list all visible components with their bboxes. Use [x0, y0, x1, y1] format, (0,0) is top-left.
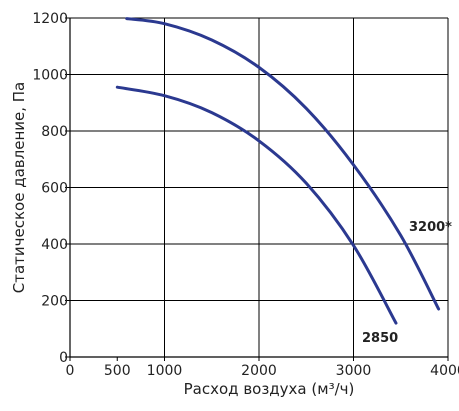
series-line-3200: [125, 17, 441, 311]
y-tick-label: 1200: [32, 11, 68, 27]
grid: [65, 17, 449, 361]
tick-labels: 0 200 400 600 800 1000 1200 0 500 1000 2000 3000 400…: [32, 11, 459, 379]
y-tick-label: 800: [41, 124, 68, 140]
y-tick-label: 0: [59, 350, 68, 366]
x-axis-title: Расход воздуха (м³/ч): [184, 380, 355, 398]
y-tick-label: 1000: [32, 68, 68, 84]
series-label-3200: 3200*: [409, 220, 452, 235]
y-axis-title: Статическое давление, Па: [10, 82, 28, 293]
y-tick-label: 600: [41, 181, 68, 197]
x-tick-label: 2000: [241, 363, 277, 379]
y-tick-label: 200: [41, 294, 68, 310]
x-tick-label: 3000: [336, 363, 372, 379]
series-layer: 3200* 2850: [115, 17, 452, 346]
x-tick-label: 500: [104, 363, 131, 379]
x-tick-label: 4000: [430, 363, 459, 379]
series-label-2850: 2850: [362, 331, 398, 346]
y-tick-label: 400: [41, 237, 68, 253]
x-tick-label: 1000: [147, 363, 183, 379]
series-line-2850: [115, 85, 398, 325]
x-tick-label: 0: [66, 363, 75, 379]
